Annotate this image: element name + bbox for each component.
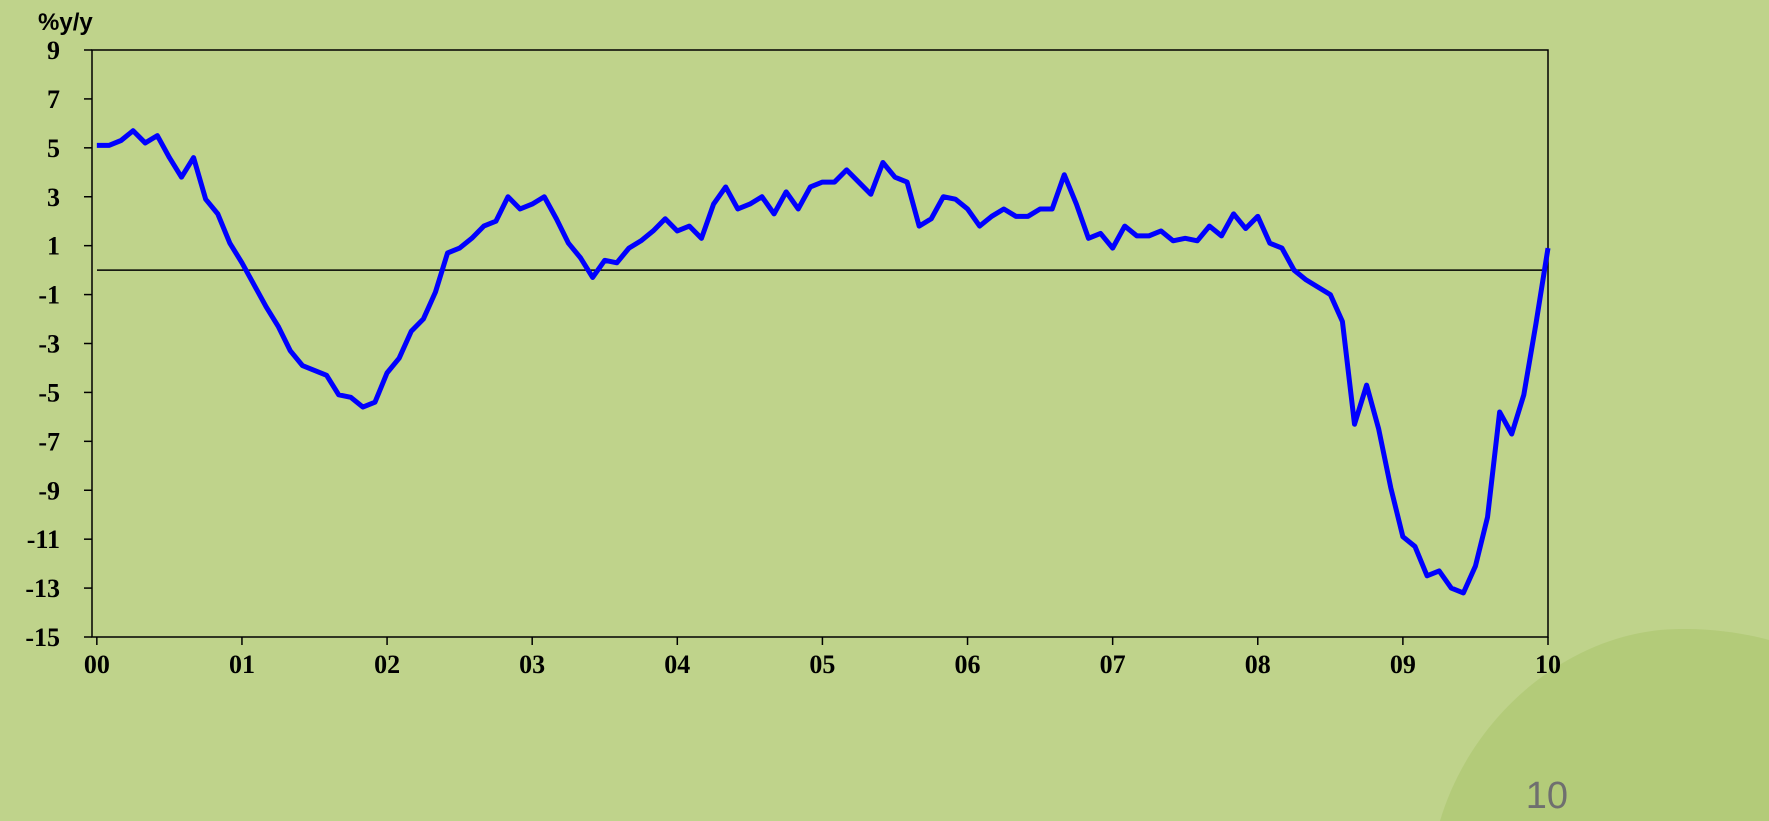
- x-tick-label: 07: [1100, 650, 1126, 679]
- decoration: [1440, 628, 1769, 821]
- y-axis-label: %y/y: [38, 9, 93, 36]
- x-tick-label: 08: [1245, 650, 1271, 679]
- y-tick-label: -7: [38, 427, 60, 456]
- y-tick-label: -5: [38, 378, 60, 407]
- x-tick-label: 03: [519, 650, 545, 679]
- y-tick-label: 1: [47, 232, 60, 261]
- x-tick-label: 10: [1535, 650, 1561, 679]
- y-tick-label: -1: [38, 281, 60, 310]
- x-tick-label: 09: [1390, 650, 1416, 679]
- x-tick-label: 05: [809, 650, 835, 679]
- y-tick-label: -11: [27, 525, 60, 554]
- line-series: [96, 128, 1551, 596]
- x-tick-label: 01: [229, 650, 255, 679]
- y-tick-label: 9: [47, 36, 60, 65]
- y-tick-label: 7: [47, 85, 60, 114]
- x-tick-label: 04: [664, 650, 690, 679]
- plot-frame: [91, 49, 1549, 638]
- y-tick-label: -3: [38, 330, 60, 359]
- y-tick-label: -9: [38, 476, 60, 505]
- slide-number: 10: [1526, 775, 1568, 817]
- x-tick-label: 00: [84, 650, 110, 679]
- y-tick-label: 5: [47, 134, 60, 163]
- y-tick-label: 3: [47, 183, 60, 212]
- x-tick-label: 02: [374, 650, 400, 679]
- y-tick-label: -15: [25, 623, 60, 652]
- x-tick-label: 06: [955, 650, 981, 679]
- y-tick-label: -13: [25, 574, 60, 603]
